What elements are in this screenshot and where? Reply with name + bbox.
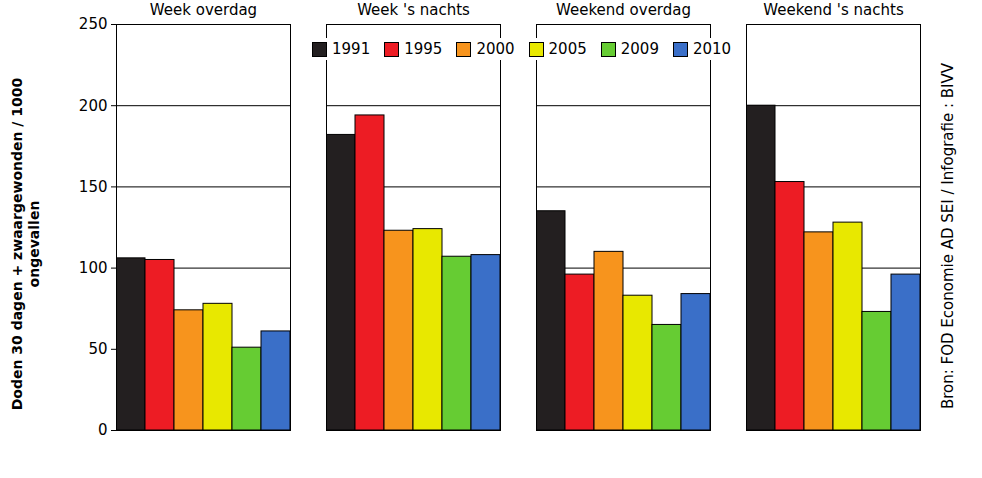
svg-text:250: 250 [79,15,108,33]
svg-text:50: 50 [88,340,107,358]
svg-text:100: 100 [79,259,108,277]
html-text:1995: 1995 [404,40,443,58]
svg-text:200: 200 [79,97,108,115]
svg-text:Week 's nachts: Week 's nachts [357,1,470,19]
svg-text:0: 0 [98,421,108,439]
html-text:2000: 2000 [476,40,515,58]
svg-text:Weekend 's nachts: Weekend 's nachts [763,1,904,19]
svg-text:Week overdag: Week overdag [150,1,257,19]
html-text:2005: 2005 [548,40,587,58]
html-text:Bron: FOD Economie AD SEI / In: Bron: FOD Economie AD SEI / Infografie :… [939,62,957,410]
html-text:Doden 30 dagen + zwaargewonden: Doden 30 dagen + zwaargewonden / 1000 on… [9,72,42,411]
html-text:1991: 1991 [332,40,371,58]
svg-text:150: 150 [79,178,108,196]
svg-text:Weekend overdag: Weekend overdag [556,1,691,19]
html-text:2009: 2009 [620,40,659,58]
html-text:2010: 2010 [692,40,732,58]
